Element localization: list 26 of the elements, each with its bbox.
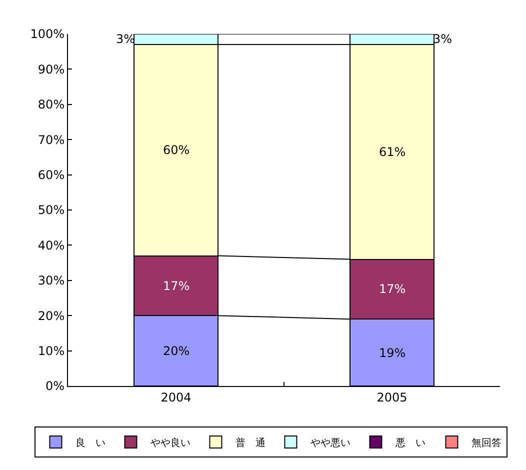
- data-label: 17%: [163, 279, 190, 293]
- y-tick-label: 80%: [38, 98, 65, 112]
- y-tick-label: 0%: [46, 379, 65, 394]
- legend-label: やや良い: [150, 436, 191, 449]
- y-tick-label: 40%: [38, 238, 65, 252]
- y-tick-label: 100%: [30, 27, 65, 42]
- y-tick-label: 90%: [38, 62, 65, 76]
- y-tick-label: 60%: [38, 168, 65, 182]
- y-tick-label: 10%: [38, 344, 65, 358]
- x-tick-label: 2004: [160, 390, 192, 404]
- y-tick-label: 50%: [38, 203, 65, 218]
- data-label: 19%: [379, 346, 406, 360]
- y-tick-label: 20%: [38, 308, 65, 323]
- legend-label: 無回答: [472, 436, 502, 449]
- data-label: 20%: [163, 344, 190, 358]
- data-label: 60%: [163, 143, 190, 157]
- legend-label: やや悪い: [310, 438, 351, 449]
- legend-label: 普 通: [236, 436, 266, 449]
- data-label: 3%: [433, 32, 452, 46]
- legend-label: 良 い: [76, 436, 106, 449]
- data-label: 61%: [379, 145, 406, 159]
- y-tick-label: 70%: [38, 132, 65, 147]
- x-tick-label: 2005: [376, 390, 408, 404]
- y-tick-label: 30%: [38, 274, 65, 288]
- data-label: 17%: [379, 282, 406, 296]
- legend-label: 悪 い: [394, 438, 426, 449]
